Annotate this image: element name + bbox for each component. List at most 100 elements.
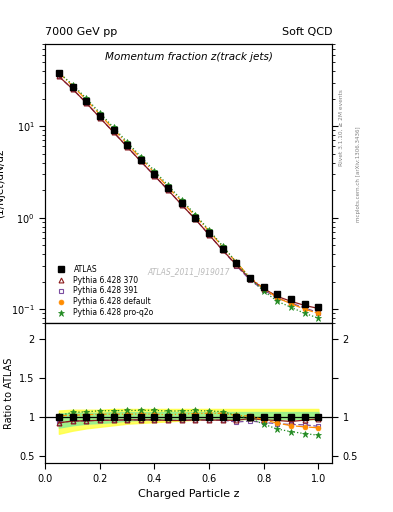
Pythia 6.428 pro-q2o: [289, 304, 294, 310]
Pythia 6.428 default: [70, 83, 75, 89]
Pythia 6.428 default: [248, 274, 252, 281]
Pythia 6.428 370: [84, 100, 88, 106]
ATLAS: [261, 284, 266, 290]
Pythia 6.428 default: [138, 155, 143, 161]
Pythia 6.428 370: [193, 216, 198, 222]
Pythia 6.428 pro-q2o: [57, 70, 61, 76]
Pythia 6.428 pro-q2o: [234, 259, 239, 265]
Pythia 6.428 391: [138, 158, 143, 164]
Pythia 6.428 default: [57, 70, 61, 76]
ATLAS: [193, 215, 198, 221]
Pythia 6.428 370: [111, 129, 116, 135]
Pythia 6.428 pro-q2o: [302, 310, 307, 316]
Pythia 6.428 391: [84, 100, 88, 106]
X-axis label: Charged Particle z: Charged Particle z: [138, 489, 239, 499]
ATLAS: [234, 260, 239, 266]
ATLAS: [138, 157, 143, 163]
Pythia 6.428 370: [207, 232, 211, 238]
Pythia 6.428 370: [152, 173, 157, 179]
Line: Pythia 6.428 default: Pythia 6.428 default: [57, 70, 321, 316]
Text: Momentum fraction z(track jets): Momentum fraction z(track jets): [105, 52, 273, 62]
ATLAS: [302, 301, 307, 307]
Pythia 6.428 370: [57, 73, 61, 79]
Pythia 6.428 default: [316, 310, 321, 316]
Pythia 6.428 391: [316, 309, 321, 315]
Pythia 6.428 pro-q2o: [261, 288, 266, 294]
ATLAS: [70, 83, 75, 90]
Pythia 6.428 pro-q2o: [220, 243, 225, 249]
Pythia 6.428 370: [316, 305, 321, 311]
ATLAS: [207, 230, 211, 236]
Pythia 6.428 pro-q2o: [152, 168, 157, 174]
Text: ATLAS_2011_I919017: ATLAS_2011_I919017: [147, 267, 230, 276]
Pythia 6.428 370: [234, 262, 239, 268]
Pythia 6.428 370: [275, 293, 280, 300]
Pythia 6.428 391: [302, 305, 307, 311]
Line: Pythia 6.428 pro-q2o: Pythia 6.428 pro-q2o: [55, 69, 322, 322]
Line: ATLAS: ATLAS: [56, 70, 321, 310]
ATLAS: [275, 291, 280, 297]
Pythia 6.428 default: [193, 213, 198, 219]
Pythia 6.428 pro-q2o: [248, 276, 252, 282]
Pythia 6.428 pro-q2o: [138, 154, 143, 160]
Pythia 6.428 370: [180, 202, 184, 208]
ATLAS: [125, 142, 130, 148]
Pythia 6.428 default: [111, 126, 116, 132]
Pythia 6.428 370: [289, 298, 294, 305]
Pythia 6.428 391: [111, 129, 116, 135]
Pythia 6.428 pro-q2o: [166, 182, 171, 188]
Pythia 6.428 default: [125, 141, 130, 147]
Y-axis label: Ratio to ATLAS: Ratio to ATLAS: [4, 358, 14, 429]
ATLAS: [166, 185, 171, 191]
Pythia 6.428 pro-q2o: [275, 298, 280, 305]
Pythia 6.428 370: [248, 276, 252, 282]
Pythia 6.428 391: [207, 232, 211, 238]
Pythia 6.428 default: [84, 97, 88, 103]
Pythia 6.428 370: [261, 286, 266, 292]
Text: Soft QCD: Soft QCD: [282, 27, 332, 37]
ATLAS: [289, 296, 294, 302]
Pythia 6.428 391: [166, 187, 171, 193]
Pythia 6.428 391: [248, 277, 252, 283]
Pythia 6.428 default: [152, 169, 157, 176]
Text: mcplots.cern.ch [arXiv:1306.3436]: mcplots.cern.ch [arXiv:1306.3436]: [356, 126, 361, 222]
ATLAS: [248, 275, 252, 281]
Pythia 6.428 391: [220, 247, 225, 253]
Pythia 6.428 370: [166, 187, 171, 193]
Pythia 6.428 370: [220, 247, 225, 253]
Y-axis label: (1/Njet)dN/dz: (1/Njet)dN/dz: [0, 149, 6, 218]
Pythia 6.428 default: [302, 306, 307, 312]
Pythia 6.428 pro-q2o: [125, 139, 130, 145]
Pythia 6.428 default: [289, 301, 294, 307]
Pythia 6.428 default: [166, 184, 171, 190]
ATLAS: [111, 127, 116, 134]
ATLAS: [316, 304, 321, 310]
Pythia 6.428 default: [261, 286, 266, 292]
Pythia 6.428 default: [220, 244, 225, 250]
Pythia 6.428 391: [193, 216, 198, 222]
Text: Rivet 3.1.10, ≥ 2M events: Rivet 3.1.10, ≥ 2M events: [339, 90, 344, 166]
Pythia 6.428 pro-q2o: [207, 227, 211, 233]
Pythia 6.428 391: [152, 173, 157, 179]
Pythia 6.428 pro-q2o: [316, 315, 321, 321]
Line: Pythia 6.428 370: Pythia 6.428 370: [57, 74, 321, 311]
Pythia 6.428 pro-q2o: [180, 197, 184, 203]
Pythia 6.428 391: [234, 263, 239, 269]
ATLAS: [57, 70, 61, 76]
Pythia 6.428 370: [302, 303, 307, 309]
ATLAS: [97, 113, 102, 119]
ATLAS: [180, 200, 184, 206]
Pythia 6.428 pro-q2o: [193, 211, 198, 218]
Pythia 6.428 391: [70, 86, 75, 92]
Pythia 6.428 370: [97, 115, 102, 121]
Pythia 6.428 pro-q2o: [70, 81, 75, 88]
Pythia 6.428 391: [97, 115, 102, 121]
ATLAS: [152, 171, 157, 177]
Pythia 6.428 default: [275, 295, 280, 301]
Pythia 6.428 pro-q2o: [111, 124, 116, 131]
Pythia 6.428 391: [57, 73, 61, 79]
Legend: ATLAS, Pythia 6.428 370, Pythia 6.428 391, Pythia 6.428 default, Pythia 6.428 pr: ATLAS, Pythia 6.428 370, Pythia 6.428 39…: [49, 262, 156, 319]
Pythia 6.428 default: [207, 228, 211, 234]
Line: Pythia 6.428 391: Pythia 6.428 391: [57, 74, 321, 315]
ATLAS: [220, 245, 225, 251]
